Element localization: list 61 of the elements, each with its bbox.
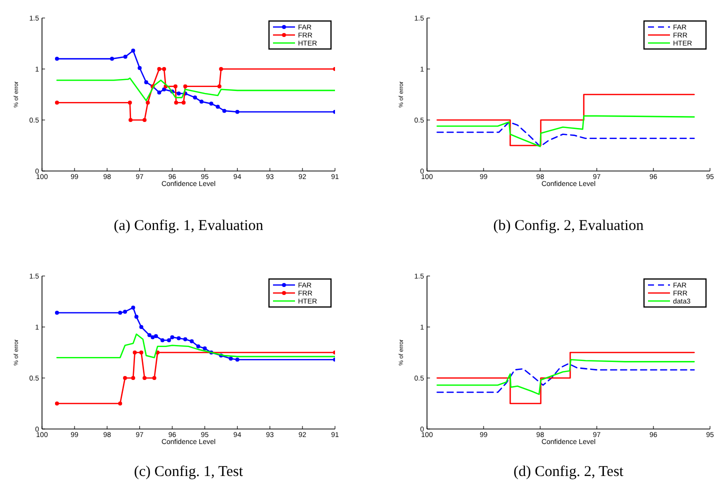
point — [123, 310, 128, 314]
point — [147, 333, 152, 338]
point — [142, 118, 147, 122]
point — [139, 350, 144, 354]
point — [219, 67, 224, 71]
point — [183, 337, 188, 342]
line-series — [436, 121, 695, 148]
point — [128, 100, 132, 105]
point — [162, 87, 166, 92]
line-series — [436, 115, 695, 148]
point — [176, 91, 181, 96]
point — [118, 402, 122, 406]
point — [131, 376, 136, 380]
point — [54, 402, 59, 406]
point — [182, 100, 186, 105]
point — [123, 54, 128, 59]
point — [157, 90, 162, 94]
point — [202, 346, 207, 350]
point — [54, 310, 59, 315]
point — [173, 84, 178, 88]
point — [166, 338, 171, 342]
point — [118, 310, 122, 315]
point — [54, 100, 59, 105]
point — [174, 100, 178, 105]
point — [123, 376, 128, 380]
point — [176, 336, 181, 340]
point — [228, 356, 233, 361]
point — [170, 335, 174, 340]
point — [142, 376, 147, 380]
point — [183, 84, 188, 88]
text: (a) Config. 1, Evaluation — [114, 218, 264, 234]
point — [139, 325, 144, 329]
text: (d) Config. 2, Test — [514, 464, 624, 480]
point — [200, 100, 204, 104]
point — [144, 80, 148, 84]
point — [146, 100, 150, 105]
point — [235, 358, 240, 362]
point — [54, 56, 59, 61]
point — [217, 84, 222, 88]
point — [128, 118, 133, 122]
point — [193, 96, 198, 100]
point — [222, 108, 226, 113]
point — [131, 306, 136, 310]
point — [190, 339, 194, 344]
point — [154, 334, 158, 338]
point — [162, 67, 166, 71]
point — [160, 338, 164, 342]
point — [235, 110, 240, 114]
point — [138, 66, 142, 70]
text: (b) Config. 2, Evaluation — [493, 218, 644, 234]
point — [132, 350, 137, 354]
point — [216, 104, 220, 109]
point — [196, 344, 200, 348]
point — [150, 335, 155, 340]
point — [131, 48, 136, 53]
point — [110, 56, 114, 61]
point — [134, 314, 138, 319]
point — [157, 67, 162, 71]
text: (c) Config. 1, Test — [134, 464, 244, 480]
point — [209, 102, 214, 106]
point — [152, 376, 156, 380]
